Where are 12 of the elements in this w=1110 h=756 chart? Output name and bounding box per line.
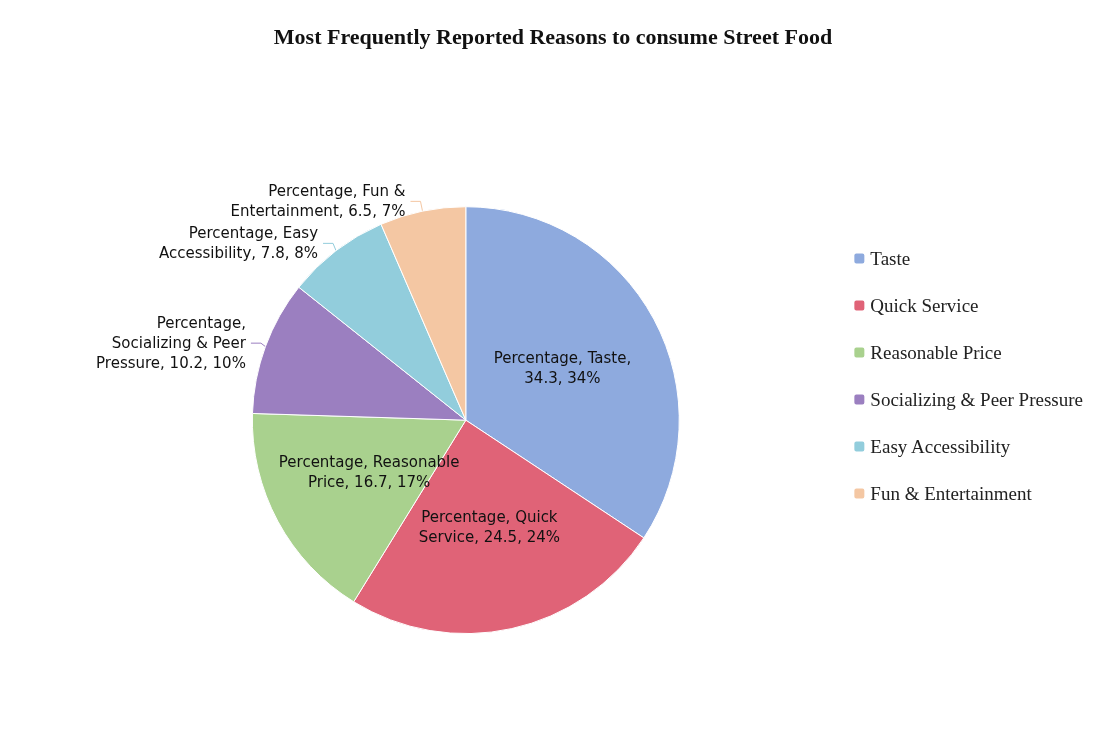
legend-label: Taste xyxy=(870,248,911,269)
legend-label: Socializing & Peer Pressure xyxy=(870,389,1084,410)
chart-title: Most Frequently Reported Reasons to consume Street Food xyxy=(273,23,833,49)
data-label: Percentage, Quick Service, 24.5, 24% xyxy=(418,508,561,547)
data-label: Percentage, Socializing & Peer Pressure, 10.2, 10% xyxy=(96,314,247,373)
legend-label: Easy Accessibility xyxy=(870,436,1011,457)
data-label: Percentage, Taste, 34.3, 34% xyxy=(493,349,632,388)
data-label: Percentage, Easy Accessibility, 7.8, 8% xyxy=(159,224,319,263)
legend-label: Quick Service xyxy=(870,295,979,316)
legend-label: Fun & Entertainment xyxy=(870,483,1033,504)
legend-label: Reasonable Price xyxy=(870,342,1002,363)
data-label: Percentage, Fun & Entertainment, 6.5, 7% xyxy=(230,182,406,221)
